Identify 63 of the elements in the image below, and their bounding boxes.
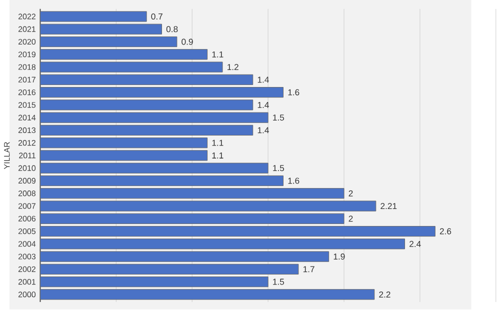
y-axis-title: YILLAR [4,142,10,169]
y-tick-label: 2004 [18,240,36,247]
data-label: 2 [348,215,353,222]
bar [40,137,208,148]
bar [40,288,375,300]
data-label: 2 [348,190,353,196]
y-tick-label: 2001 [18,278,36,284]
y-tick-label: 2003 [18,253,36,260]
data-label: 2.6 [440,228,452,234]
data-label: 1.6 [288,177,300,184]
bar [40,124,254,136]
bar [40,24,162,34]
y-tick-label: 2013 [18,127,36,133]
bar [40,226,436,236]
y-tick-label: 2012 [18,140,36,146]
data-label: 0.9 [182,38,193,45]
data-label: 1.5 [273,164,284,171]
data-label: 1.4 [258,127,269,133]
y-tick-label: 2000 [18,291,36,298]
y-tick-label: 2022 [18,13,36,20]
y-tick-label: 2006 [18,216,36,222]
bar [40,264,299,274]
y-tick-label: 2020 [18,38,36,44]
data-label: 0.8 [166,26,178,32]
bar [40,86,284,98]
data-label: 1.9 [334,253,345,260]
y-tick-label: 2007 [18,202,36,209]
data-label: 2.2 [379,291,390,298]
data-label: 2.21 [380,202,397,209]
bar [40,48,208,60]
bar [40,74,254,85]
y-tick-label: 2017 [18,76,36,82]
y-tick-label: 2018 [18,64,36,70]
y-tick-label: 2005 [18,228,36,234]
y-tick-label: 2021 [18,26,36,32]
y-tick-label: 2019 [18,51,36,58]
bar [40,213,344,224]
y-tick-label: 2010 [18,165,36,171]
bar [40,238,406,249]
y-tick-label: 2015 [18,102,36,108]
data-label: 1.4 [258,76,269,82]
y-tick-label: 2002 [18,266,36,272]
y-tick-label: 2008 [18,190,36,196]
bar [40,36,178,47]
data-label: 1.1 [212,51,224,58]
y-tick-label: 2014 [18,114,36,120]
bar [40,276,268,287]
data-label: 0.7 [151,13,162,20]
data-label: 1.2 [228,64,238,70]
data-label: 1.5 [273,114,284,120]
data-label: 1.1 [212,152,224,158]
bar [40,175,284,186]
data-label: 1.7 [303,266,314,272]
bar [40,10,147,22]
data-label: 1.6 [288,89,300,96]
data-label: 1.5 [273,278,284,285]
y-tick-label: 2009 [18,178,36,184]
data-label: 1.1 [212,140,224,146]
y-tick-label: 2016 [18,89,36,95]
bar [40,188,344,198]
data-label: 1.4 [258,102,269,108]
y-tick-label: 2011 [19,152,36,158]
data-label: 2.4 [410,240,421,247]
